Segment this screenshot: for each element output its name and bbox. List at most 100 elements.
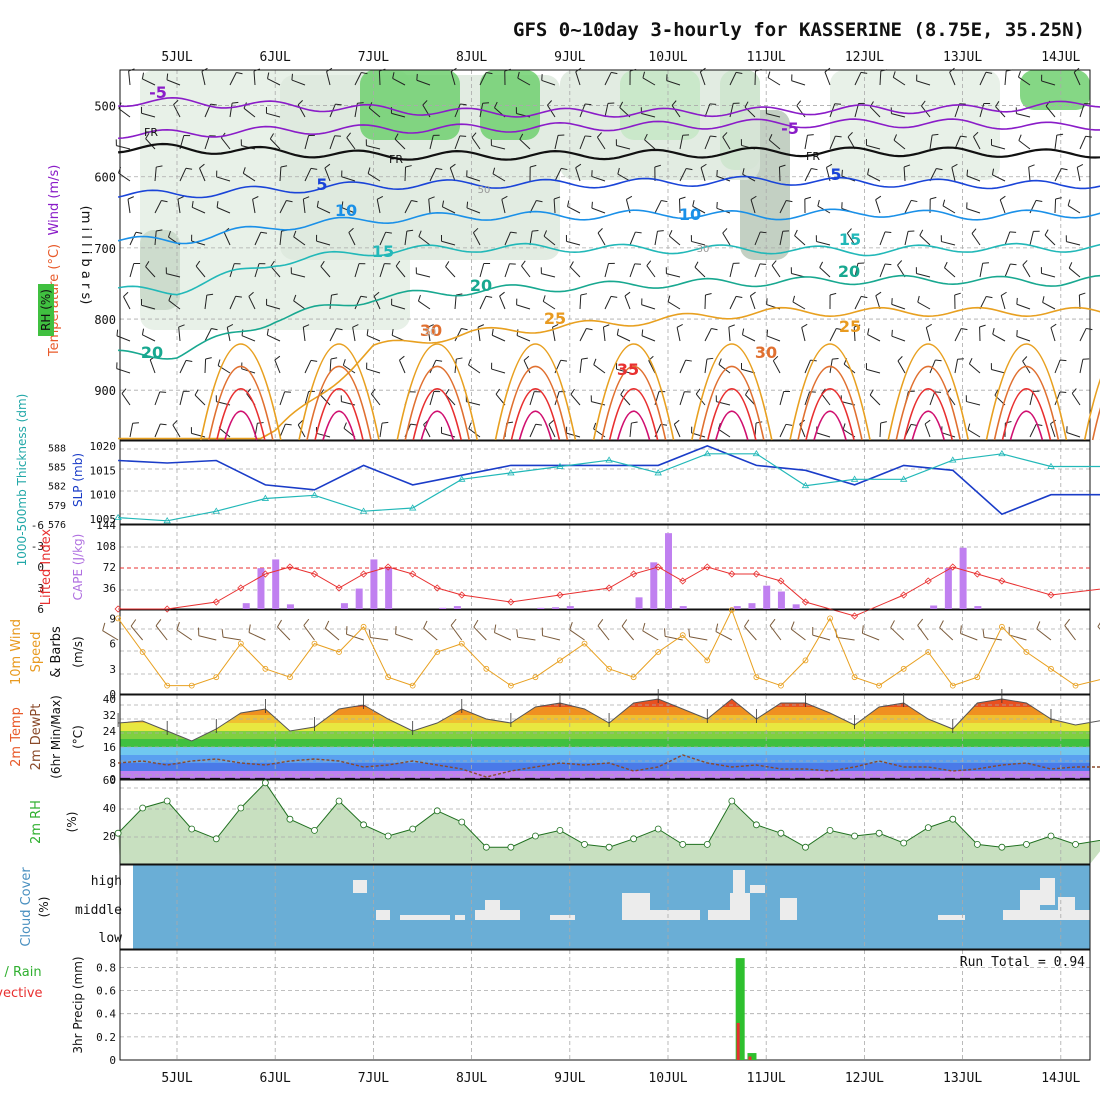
rh-marker [1023,841,1030,848]
wind-barb [450,625,463,641]
wind-barb-flag [501,195,508,200]
wind-barb [204,295,208,310]
wind-barb-flag [543,230,548,237]
wind-barb [491,368,506,374]
temperature-arc [985,343,1068,441]
wind-speed-marker [876,682,883,689]
wind-barb [320,266,331,278]
wind-barb-flag [861,625,864,634]
wind-barb [867,334,881,342]
wind-barb [854,72,862,86]
lifted-index-marker [163,605,171,613]
wind-barb-flag [1073,67,1080,73]
cape-bar [777,591,785,609]
rh-marker [630,835,638,843]
wind-barb [145,138,156,150]
temperature-arc [813,410,847,441]
wind-barb-flag [293,294,297,301]
wind-barb [969,363,981,374]
wind-barb-flag [1061,168,1068,171]
wind-barb [293,236,306,246]
wind-barb [130,625,144,641]
wind-barb-flag [156,165,163,168]
wind-barb [466,176,481,182]
wind-tick: 9 [109,612,116,625]
thickness-marker [458,475,466,482]
temperature-arc [1083,378,1100,441]
wind-speed-marker [385,674,392,681]
wind-barb [754,263,761,278]
wind-barb-flag [324,163,331,169]
wind-barb-flag [521,260,526,267]
wind-label-2: Speed [29,632,44,673]
precip-tick: 0.2 [96,1031,116,1044]
wind-barb [1050,327,1056,342]
slp-tick: 1020 [90,440,117,453]
wind-barb [173,104,181,118]
wind-barb-flag [422,100,428,106]
wind-barb [172,424,181,438]
wind-barb-flag [759,263,767,265]
contour-label: 15 [839,230,861,249]
wind-barb [226,327,231,342]
precip-convective-bar [736,1022,740,1060]
wind-barb [722,232,731,246]
wind-speed-marker [655,649,662,655]
wind-barb [404,231,408,246]
wind-barb-flag [135,231,143,234]
wind-barb-flag [957,358,964,360]
wind-barb [468,428,481,438]
wind-barb-flag [646,260,652,266]
wind-barb-flag [745,389,750,396]
wind-barb [1036,628,1052,641]
rh-shading [480,70,540,140]
wind-barb-flag [779,164,786,168]
contour-label: FR [144,126,158,139]
millibars-label: (m i l l i b a r s) [78,206,93,305]
wind-barb-flag [1000,291,1007,296]
cape-bar [650,562,658,609]
wind-barb-flag [597,619,604,627]
wind-barb [992,174,1006,182]
cape-tick: 72 [103,561,116,574]
wind-barb [166,273,181,278]
rh-marker [581,841,588,848]
wind-barb [700,167,706,182]
wind-barb [529,231,533,246]
temperature-arc [298,343,380,441]
wind-barb [142,78,156,86]
wind-barb-flag [310,167,318,170]
wind-barb [142,334,156,342]
temp-unit: (°C) [71,725,85,749]
wind-barb [722,136,731,150]
wind-barb-flag [796,100,802,106]
wind-barb [416,273,431,278]
wind-barb [966,175,981,182]
wind-barb-flag [610,295,618,298]
wind-barb [854,263,859,278]
wind-barb-flag [842,423,846,430]
wind-barb-flag [366,329,369,336]
wind-barb-flag [516,329,519,336]
wind-barb-flag [891,329,893,337]
wind-barb [671,105,681,118]
thickness-marker [359,507,368,514]
cloud-block [1003,910,1090,920]
wind-barb-flag [367,167,371,174]
wind-barb [404,200,412,214]
thickness-tick: 579 [48,501,66,512]
wind-barb [954,359,959,374]
contour-line [118,306,1100,440]
wind-barb-flag [695,388,701,395]
wind-barb [569,266,581,278]
wind-barb-flag [370,388,376,395]
wind-barb-flag [348,227,354,233]
rh-marker [335,797,343,805]
wind-barb-flag [624,291,631,297]
wind-barb [1079,328,1087,342]
wind-barb [499,295,506,310]
cape-bar [733,606,741,609]
wind-barb-flag [741,328,745,335]
wind-barb-flag [992,328,995,335]
wind-barb [395,265,406,278]
